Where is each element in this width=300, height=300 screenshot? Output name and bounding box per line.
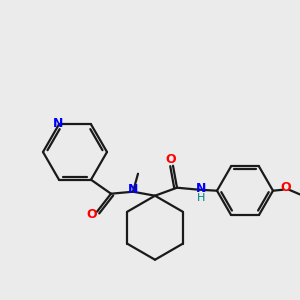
Text: N: N — [196, 182, 206, 195]
Text: N: N — [128, 183, 138, 196]
Text: O: O — [87, 208, 97, 221]
Text: N: N — [53, 117, 63, 130]
Text: H: H — [197, 193, 205, 203]
Text: O: O — [281, 181, 291, 194]
Text: O: O — [166, 153, 176, 166]
